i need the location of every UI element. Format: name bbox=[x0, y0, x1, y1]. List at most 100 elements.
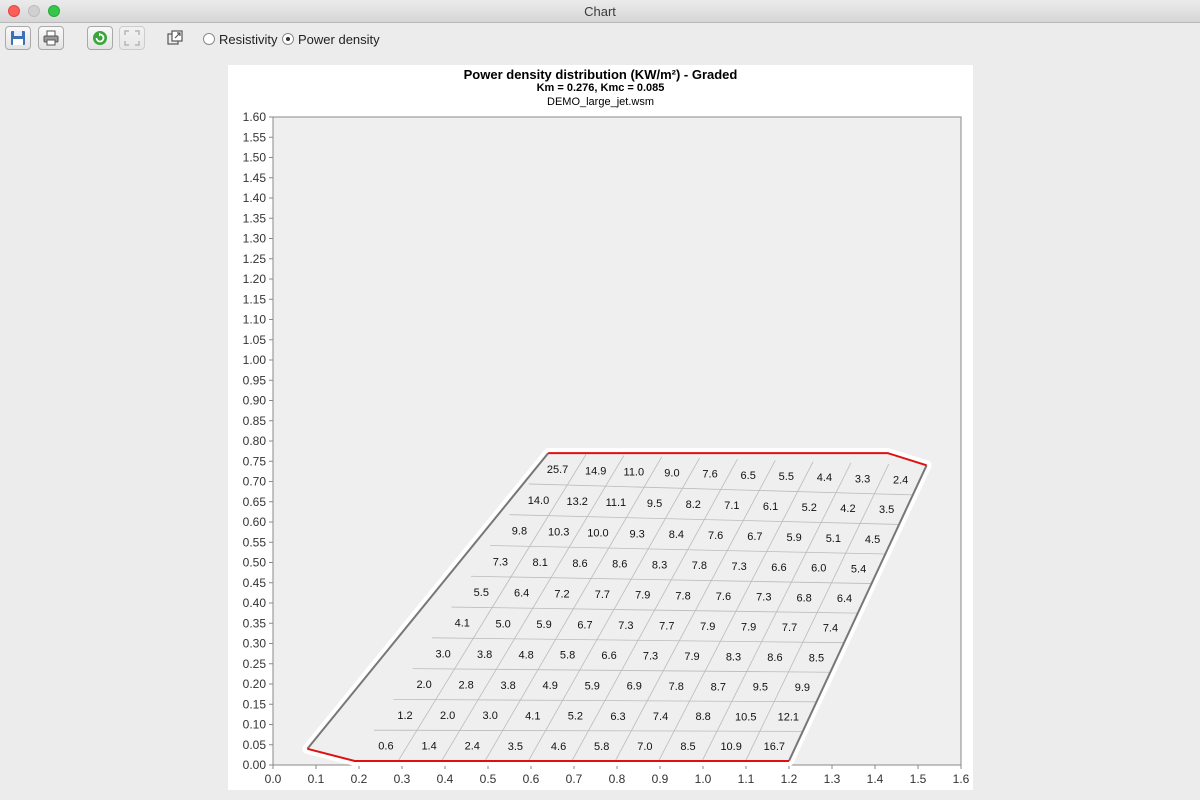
cell-value-label: 5.4 bbox=[851, 563, 866, 575]
y-tick-label: 1.10 bbox=[243, 313, 267, 327]
cell-value-label: 7.2 bbox=[554, 588, 569, 600]
y-tick-label: 0.20 bbox=[243, 677, 267, 691]
cell-value-label: 5.2 bbox=[802, 502, 817, 514]
cell-value-label: 1.2 bbox=[397, 710, 412, 722]
cell-value-label: 5.1 bbox=[826, 533, 841, 545]
y-tick-label: 0.30 bbox=[243, 637, 267, 651]
x-tick-label: 0.9 bbox=[652, 772, 669, 786]
cell-value-label: 2.0 bbox=[440, 710, 455, 722]
cell-value-label: 8.3 bbox=[652, 559, 667, 571]
close-window-button[interactable] bbox=[8, 5, 20, 17]
cell-value-label: 3.0 bbox=[436, 648, 451, 660]
cell-value-label: 7.9 bbox=[741, 622, 756, 634]
cell-value-label: 9.3 bbox=[630, 528, 645, 540]
cell-value-label: 7.7 bbox=[659, 620, 674, 632]
cell-value-label: 1.4 bbox=[421, 741, 436, 753]
cell-value-label: 7.6 bbox=[708, 530, 723, 542]
cell-value-label: 9.0 bbox=[664, 468, 679, 480]
cell-value-label: 3.8 bbox=[501, 680, 516, 692]
cell-value-label: 6.9 bbox=[627, 681, 642, 693]
mesh-grid-line bbox=[412, 668, 831, 673]
y-tick-label: 0.75 bbox=[243, 454, 267, 468]
y-tick-label: 0.70 bbox=[243, 475, 267, 489]
fit-button[interactable] bbox=[119, 26, 145, 50]
cell-value-label: 10.9 bbox=[720, 741, 741, 753]
cell-value-label: 7.3 bbox=[618, 620, 633, 632]
x-tick-label: 0.1 bbox=[308, 772, 325, 786]
popout-button[interactable] bbox=[166, 29, 184, 47]
x-tick-label: 0.5 bbox=[480, 772, 497, 786]
y-tick-label: 0.10 bbox=[243, 718, 267, 732]
mesh-grid-line bbox=[393, 698, 817, 703]
cell-value-label: 7.8 bbox=[675, 590, 690, 602]
cell-value-label: 7.7 bbox=[595, 589, 610, 601]
y-tick-label: 1.00 bbox=[243, 353, 267, 367]
cell-value-label: 5.5 bbox=[779, 471, 794, 483]
y-tick-label: 1.25 bbox=[243, 252, 267, 266]
outline-right-edge bbox=[788, 464, 928, 762]
cell-value-label: 9.8 bbox=[512, 526, 527, 538]
top-edge-highlight bbox=[548, 452, 927, 467]
minimize-window-button[interactable] bbox=[28, 5, 40, 17]
cell-value-label: 6.5 bbox=[741, 470, 756, 482]
cell-value-label: 4.4 bbox=[817, 472, 832, 484]
cell-value-label: 14.0 bbox=[528, 495, 549, 507]
cell-value-label: 14.9 bbox=[585, 465, 606, 477]
y-tick-label: 0.05 bbox=[243, 738, 267, 752]
cell-value-label: 8.5 bbox=[680, 741, 695, 753]
cell-value-label: 7.3 bbox=[756, 592, 771, 604]
y-tick-label: 0.85 bbox=[243, 414, 267, 428]
y-tick-label: 1.15 bbox=[243, 292, 267, 306]
cell-value-label: 7.8 bbox=[692, 560, 707, 572]
mesh-grid-line bbox=[451, 606, 858, 614]
cell-value-label: 3.8 bbox=[477, 649, 492, 661]
radio-resistivity[interactable]: Resistivity bbox=[203, 31, 278, 47]
cell-value-label: 6.4 bbox=[837, 593, 852, 605]
y-tick-label: 0.95 bbox=[243, 373, 267, 387]
cell-value-label: 7.9 bbox=[700, 621, 715, 633]
y-tick-label: 0.90 bbox=[243, 394, 267, 408]
cell-value-label: 4.5 bbox=[865, 534, 880, 546]
cell-value-label: 4.1 bbox=[525, 710, 540, 722]
x-tick-label: 0.8 bbox=[609, 772, 626, 786]
cell-value-label: 2.4 bbox=[893, 475, 908, 487]
cell-value-label: 2.4 bbox=[465, 741, 480, 753]
cell-value-label: 7.4 bbox=[653, 711, 668, 723]
cell-value-label: 6.0 bbox=[811, 563, 826, 575]
cell-value-label: 7.6 bbox=[702, 469, 717, 481]
window-title: Chart bbox=[584, 4, 616, 19]
cell-value-label: 7.7 bbox=[782, 622, 797, 634]
refresh-button[interactable] bbox=[87, 26, 113, 50]
cell-value-label: 13.2 bbox=[566, 496, 587, 508]
cell-value-label: 5.9 bbox=[585, 680, 600, 692]
maximize-window-button[interactable] bbox=[48, 5, 60, 17]
cell-value-label: 4.6 bbox=[551, 741, 566, 753]
y-tick-label: 0.65 bbox=[243, 495, 267, 509]
cell-value-label: 6.7 bbox=[747, 531, 762, 543]
radio-power-density[interactable]: Power density bbox=[282, 31, 380, 47]
save-button[interactable] bbox=[5, 26, 31, 50]
x-tick-label: 0.4 bbox=[437, 772, 454, 786]
cell-value-label: 7.9 bbox=[635, 590, 650, 602]
chart-title: Power density distribution (KW/m²) - Gra… bbox=[463, 67, 738, 82]
cell-value-label: 5.9 bbox=[786, 532, 801, 544]
y-tick-label: 0.80 bbox=[243, 434, 267, 448]
radio-power-density-button[interactable] bbox=[282, 33, 294, 45]
cell-value-label: 3.5 bbox=[508, 741, 523, 753]
radio-resistivity-button[interactable] bbox=[203, 33, 215, 45]
cell-value-label: 0.6 bbox=[378, 741, 393, 753]
bottom-edge-highlight bbox=[307, 747, 789, 762]
chart-subtitle: Km = 0.276, Kmc = 0.085 bbox=[536, 82, 665, 94]
cell-value-label: 5.0 bbox=[495, 618, 510, 630]
cell-value-label: 6.3 bbox=[610, 711, 625, 723]
cell-value-label: 11.1 bbox=[606, 497, 627, 509]
y-tick-label: 1.45 bbox=[243, 171, 267, 185]
cell-value-label: 3.3 bbox=[855, 473, 870, 485]
print-icon bbox=[43, 30, 59, 46]
y-tick-label: 1.35 bbox=[243, 211, 267, 225]
y-tick-label: 0.00 bbox=[243, 758, 267, 772]
cell-value-label: 6.6 bbox=[601, 650, 616, 662]
mesh-grid-line bbox=[432, 637, 845, 644]
mesh-grid-line bbox=[528, 483, 913, 496]
print-button[interactable] bbox=[38, 26, 64, 50]
